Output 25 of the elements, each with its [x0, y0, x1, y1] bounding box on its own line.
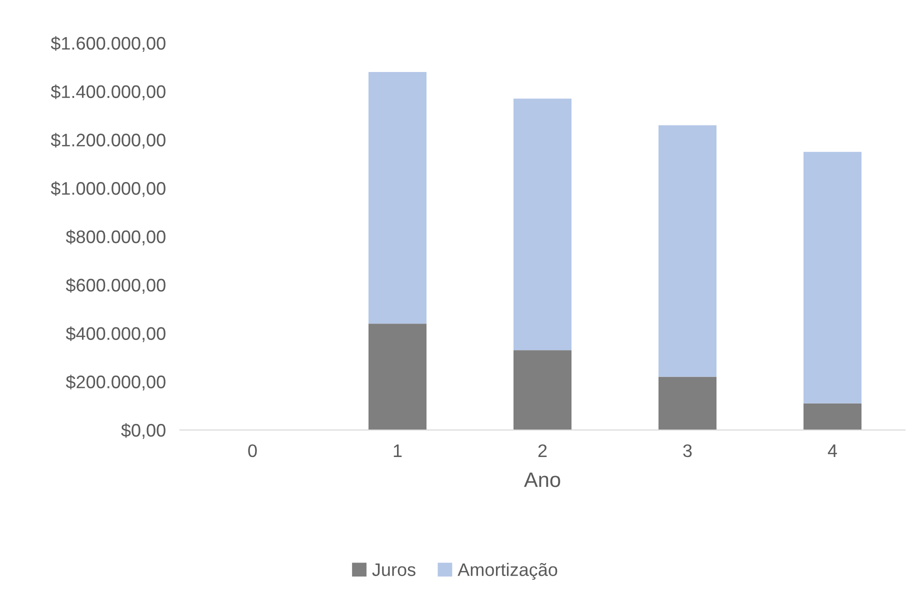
bar: [368, 72, 426, 324]
bar: [658, 125, 716, 377]
y-tick-label: $1.400.000,00: [50, 84, 166, 100]
x-tick-label: 4: [828, 444, 837, 457]
y-tick-label: $200.000,00: [66, 374, 166, 390]
y-tick-label: $1.600.000,00: [50, 36, 166, 52]
bar: [368, 324, 426, 430]
bar: [804, 403, 862, 430]
x-tick-label: 2: [538, 444, 547, 457]
bar: [658, 376, 716, 430]
bar: [514, 98, 572, 350]
bar: [514, 350, 572, 430]
y-tick-label: $0,00: [121, 423, 166, 439]
y-tick-label: $1.000.000,00: [50, 181, 166, 197]
x-axis-title: Ano: [524, 472, 560, 488]
y-tick-label: $800.000,00: [66, 230, 166, 246]
y-tick-label: $400.000,00: [66, 326, 166, 342]
legend-label: Juros: [372, 563, 416, 576]
bar: [804, 152, 862, 404]
x-tick-label: 1: [394, 444, 402, 457]
x-tick-label: 0: [248, 444, 257, 458]
x-tick-label: 3: [683, 444, 692, 458]
y-tick-label: $1.200.000,00: [50, 132, 166, 149]
y-tick-label: $600.000,00: [66, 278, 166, 294]
legend-label: Amortização: [458, 562, 558, 580]
